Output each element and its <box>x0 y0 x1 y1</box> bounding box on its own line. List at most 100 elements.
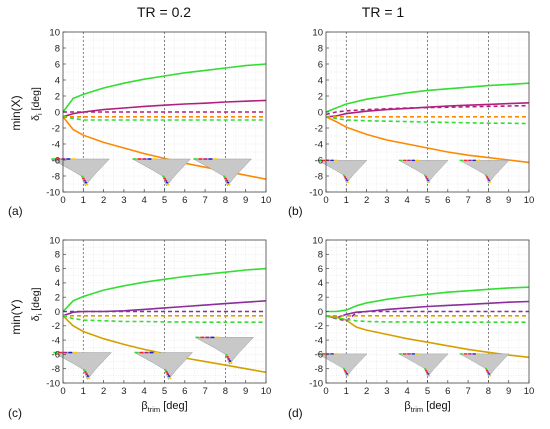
y-tick-label: 8 <box>318 250 323 261</box>
control-surface-icon <box>84 370 87 374</box>
x-tick-label: 9 <box>243 386 248 397</box>
y-tick-label: 8 <box>55 250 60 261</box>
x-tick-label: 9 <box>506 386 511 397</box>
y-axis-label-symbol: δ <box>30 115 42 121</box>
x-tick-label: 8 <box>486 386 491 397</box>
y-tick-label: -4 <box>315 335 323 346</box>
x-axis-label: βtrim [deg] <box>404 400 450 414</box>
control-surface-icon <box>345 372 349 375</box>
wing-planform-icon <box>317 353 368 378</box>
control-surface-icon <box>164 179 168 182</box>
wing-planform-icon <box>51 158 110 187</box>
control-surface-icon <box>227 357 231 361</box>
y-tick-label: 4 <box>318 75 323 86</box>
x-axis-label: βtrim [deg] <box>141 400 187 414</box>
control-surface-icon <box>486 371 490 374</box>
x-tick-label: 5 <box>425 195 430 206</box>
x-tick-label: 10 <box>261 195 272 206</box>
wing-planform-icon <box>134 352 194 381</box>
control-surface-icon <box>166 183 170 186</box>
x-axis-label-symbol: β <box>141 400 147 412</box>
control-surface-icon <box>82 368 86 372</box>
x-tick-label: 3 <box>384 195 389 206</box>
control-surface-icon <box>344 371 348 374</box>
control-surface-icon <box>342 367 346 370</box>
wing-planform-icon <box>398 353 449 378</box>
row-label-bottom: min(Y) <box>9 299 23 334</box>
wing-planform-icon <box>195 337 254 365</box>
y-tick-label: 2 <box>55 293 60 304</box>
x-tick-label: 8 <box>223 195 228 206</box>
control-surface-icon <box>225 179 229 182</box>
y-axis-label-unit: [deg] <box>30 87 42 113</box>
x-tick-label: 0 <box>60 195 65 206</box>
series-line <box>325 82 530 113</box>
x-tick-label: 4 <box>142 386 147 397</box>
control-surface-icon <box>222 175 226 178</box>
control-surface-icon <box>82 177 85 180</box>
y-tick-label: 0 <box>318 107 323 118</box>
y-tick-label: 4 <box>318 278 323 289</box>
control-surface-icon <box>224 177 228 180</box>
series-line <box>325 310 529 322</box>
wing-planform-icon <box>459 160 510 184</box>
series-line <box>62 300 267 317</box>
y-tick-label: 10 <box>312 235 323 246</box>
chart-panel-3: 0 1 2 3 4 5 6 7 8 9 10 -10 -8 -6 -4 -2 0 2 4 6 8 10 (c) <box>8 235 271 420</box>
x-tick-label: 1 <box>81 195 86 206</box>
y-tick-label: 0 <box>318 307 323 318</box>
control-surface-icon <box>488 374 492 377</box>
y-tick-label: -6 <box>52 350 60 361</box>
x-tick-label: 4 <box>142 195 147 206</box>
control-surface-icon <box>343 369 347 372</box>
x-tick-label: 0 <box>323 195 328 206</box>
wing-inset <box>134 351 194 381</box>
series-line <box>62 63 267 113</box>
control-surface-icon <box>428 180 431 184</box>
x-tick-label: 3 <box>121 386 126 397</box>
wing-inset <box>317 353 368 378</box>
control-surface-icon <box>343 175 347 179</box>
control-surface-icon <box>228 359 232 363</box>
y-tick-label: -8 <box>315 171 323 182</box>
y-tick-label: 2 <box>318 293 323 304</box>
y-axis-label: δi [deg] <box>30 287 44 321</box>
y-tick-label: 6 <box>318 264 323 275</box>
x-tick-label: 3 <box>384 386 389 397</box>
panel-label: (a) <box>8 204 23 218</box>
x-tick-label: 6 <box>182 386 187 397</box>
control-surface-icon <box>162 175 165 178</box>
column-title-right: TR = 1 <box>362 4 405 20</box>
wing-planform-icon <box>132 158 192 187</box>
y-axis-label-unit: [deg] <box>30 287 42 313</box>
column-title-left: TR = 0.2 <box>137 4 191 20</box>
control-surface-icon <box>424 175 428 179</box>
x-tick-label: 7 <box>465 386 470 397</box>
x-tick-label: 10 <box>261 386 272 397</box>
y-tick-label: 10 <box>49 235 60 246</box>
y-axis-label: δi [deg] <box>30 87 44 121</box>
y-tick-label: -10 <box>46 378 60 389</box>
y-tick-label: -2 <box>315 321 323 332</box>
control-surface-icon <box>224 353 228 357</box>
x-tick-label: 6 <box>445 386 450 397</box>
control-surface-icon <box>346 374 350 377</box>
wing-planform-icon <box>53 352 112 381</box>
series-line <box>62 315 267 374</box>
y-tick-label: -6 <box>315 155 323 166</box>
control-surface-icon <box>86 374 90 378</box>
control-surface-icon <box>485 369 489 372</box>
series-line <box>62 267 267 313</box>
x-axis-label-subscript: trim <box>148 405 161 414</box>
y-tick-label: -8 <box>52 364 60 375</box>
y-tick-label: 6 <box>55 264 60 275</box>
control-surface-icon <box>87 376 91 380</box>
chart-panel-2: 0 1 2 3 4 5 6 7 8 9 10 -10 -8 -6 -4 -2 0 2 4 6 8 10 (b) <box>288 27 534 218</box>
wing-planform-icon <box>398 160 449 184</box>
y-tick-label: -10 <box>46 187 60 198</box>
y-tick-label: 10 <box>312 27 323 38</box>
wing-planform-icon <box>193 158 252 187</box>
control-surface-icon <box>484 174 488 177</box>
x-tick-label: 6 <box>182 195 187 206</box>
